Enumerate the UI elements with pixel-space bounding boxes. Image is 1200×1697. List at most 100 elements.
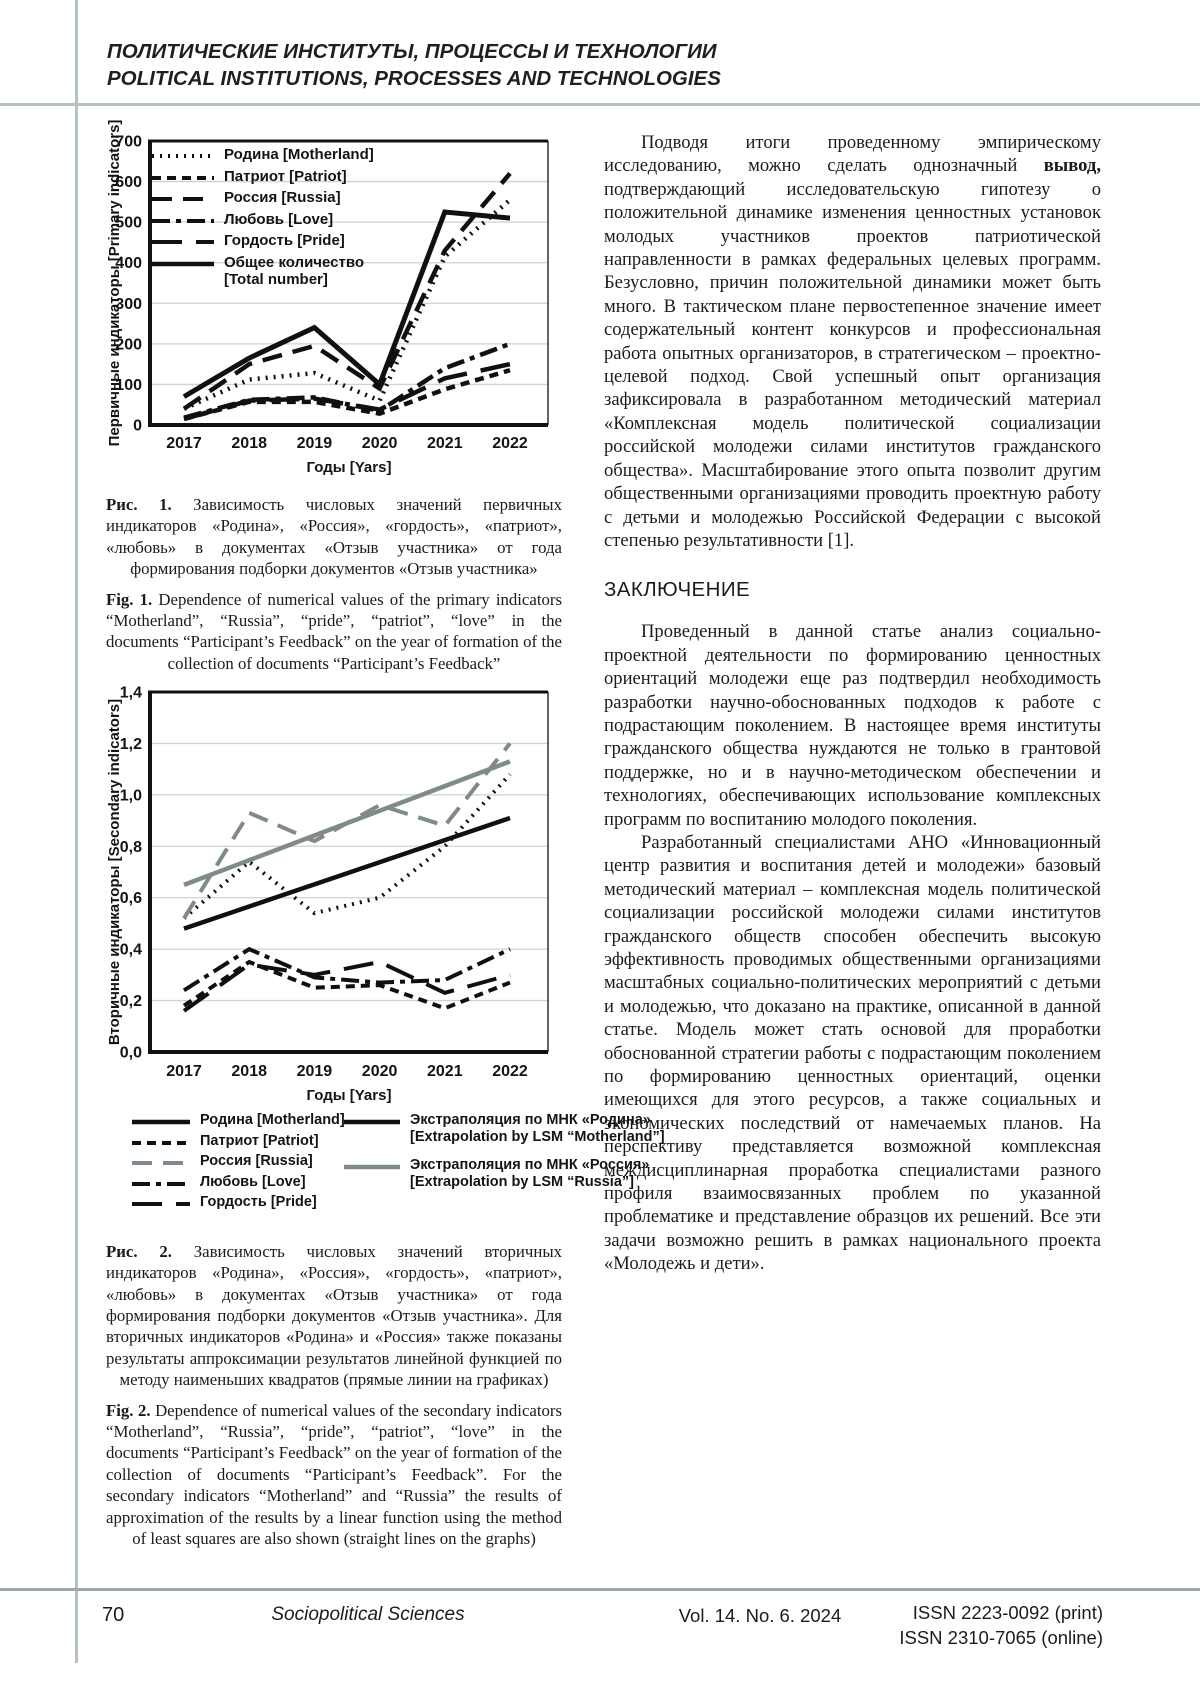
svg-text:2017: 2017 xyxy=(166,435,202,452)
legend-label: Родина [Motherland] xyxy=(224,146,374,163)
legend-line-swatch xyxy=(132,1120,190,1125)
svg-text:300: 300 xyxy=(115,296,142,313)
svg-text:2018: 2018 xyxy=(231,1063,267,1080)
svg-text:2019: 2019 xyxy=(297,1063,333,1080)
paragraph-model: Разработанный специалистами АНО «Инновац… xyxy=(604,831,1101,1275)
figure2-caption-en-label: Fig. 2. xyxy=(106,1400,151,1420)
legend-item: Родина [Motherland] xyxy=(152,146,374,164)
legend-item: Россия [Russia] xyxy=(152,189,374,207)
legend-line-swatch xyxy=(132,1202,190,1207)
legend-item: Гордость [Pride] xyxy=(132,1194,344,1211)
svg-text:Вторичные индикаторы [Secondar: Вторичные индикаторы [Secondary indicato… xyxy=(106,699,123,1045)
svg-text:0,2: 0,2 xyxy=(120,993,142,1010)
section-heading: ЗАКЛЮЧЕНИЕ xyxy=(604,578,751,602)
svg-text:1,0: 1,0 xyxy=(120,788,142,805)
figure1-chart: 0 100 200 300 400 500 600 700 2017 2018 2019 2020 20… xyxy=(106,120,562,477)
legend-label: Родина [Motherland] xyxy=(200,1112,345,1129)
figure2-caption-en: Fig. 2. Dependence of numerical values o… xyxy=(106,1400,562,1550)
figure1-caption-ru-label: Рис. 1. xyxy=(106,495,172,514)
svg-text:2019: 2019 xyxy=(297,435,333,452)
legend-label: Любовь [Love] xyxy=(224,210,334,228)
legend-line-swatch xyxy=(344,1165,400,1170)
page-number: 70 xyxy=(102,1604,125,1626)
figure2-caption-ru: Рис. 2. Зависимость числовых значений вт… xyxy=(106,1241,562,1391)
svg-text:0,6: 0,6 xyxy=(120,890,142,907)
left-margin-rule xyxy=(75,0,78,1663)
issn-block: ISSN 2223-0092 (print) ISSN 2310-7065 (o… xyxy=(899,1600,1103,1650)
legend-label: Патриот [Patriot] xyxy=(200,1132,319,1149)
svg-text:2022: 2022 xyxy=(492,435,528,452)
svg-text:2022: 2022 xyxy=(492,1063,528,1080)
svg-text:2020: 2020 xyxy=(362,1063,398,1080)
p1-post: подтверждающий исследовательскую гипотез… xyxy=(604,178,1101,551)
figure1-legend: Родина [Motherland] Патриот [Patriot] Росс… xyxy=(152,146,374,293)
legend-item: Любовь [Love] xyxy=(132,1174,344,1191)
svg-text:0,8: 0,8 xyxy=(120,839,142,856)
legend-line-swatch xyxy=(152,197,214,201)
legend-label: Общее количество [Total number] xyxy=(224,253,365,289)
legend-item: Любовь [Love] xyxy=(152,211,374,229)
paragraph-analysis: Проведенный в данной статье анализ социа… xyxy=(604,621,1101,830)
svg-text:2021: 2021 xyxy=(427,435,463,452)
legend-item: Россия [Russia] xyxy=(132,1153,344,1170)
figure1-caption-en-text: Dependence of numerical values of the pr… xyxy=(106,589,562,673)
svg-text:Первичные индикаторы [Primary: Первичные индикаторы [Primary indicators… xyxy=(106,120,123,447)
svg-text:2018: 2018 xyxy=(231,435,267,452)
figure2-chart: 0,0 0,2 0,4 0,6 0,8 1,0 1,2 1,4 2017 2018 2019 2020… xyxy=(106,684,562,1108)
legend-line-swatch xyxy=(132,1161,190,1166)
legend-line-swatch xyxy=(344,1120,400,1125)
legend-line-swatch xyxy=(152,175,214,180)
figure1-caption-ru-text: Зависимость числовых значений первичных … xyxy=(106,495,562,579)
legend-item: Экстраполяция по МНК «Россия» [Extrapolat… xyxy=(344,1157,665,1190)
figure1-caption-en-label: Fig. 1. xyxy=(106,589,153,609)
footer-rule xyxy=(0,1588,1200,1591)
legend-line-swatch xyxy=(132,1140,190,1145)
svg-text:0: 0 xyxy=(133,418,142,435)
legend-line-swatch xyxy=(152,154,214,158)
running-head-ru: ПОЛИТИЧЕСКИЕ ИНСТИТУТЫ, ПРОЦЕССЫ И ТЕХНО… xyxy=(107,40,717,63)
svg-text:100: 100 xyxy=(115,377,142,394)
svg-text:Годы [Yars]: Годы [Yars] xyxy=(307,1087,392,1104)
svg-text:2017: 2017 xyxy=(166,1063,202,1080)
figure2-legend: Родина [Motherland] Патриот [Patriot] Росс… xyxy=(106,1112,665,1215)
svg-text:1,4: 1,4 xyxy=(120,685,142,702)
journal-title: Sociopolitical Sciences xyxy=(271,1604,465,1625)
figure2-caption-en-text: Dependence of numerical values of the se… xyxy=(106,1400,563,1549)
figure2-plot: 0,0 0,2 0,4 0,6 0,8 1,0 1,2 1,4 2017 2018 2019 2020… xyxy=(106,685,549,1104)
issn-online: ISSN 2310-7065 (online) xyxy=(899,1627,1103,1648)
legend-line-swatch xyxy=(152,261,214,266)
svg-text:700: 700 xyxy=(115,134,142,151)
legend-label: Экстраполяция по МНК «Родина» [Extrapolat… xyxy=(410,1112,665,1145)
legend-item: Гордость [Pride] xyxy=(152,232,374,250)
header-rule xyxy=(0,103,1200,106)
legend-item: Общее количество [Total number] xyxy=(152,254,374,289)
legend-label: Патриот [Patriot] xyxy=(224,167,347,185)
left-column: 0 100 200 300 400 500 600 700 2017 2018 2019 2020 20… xyxy=(106,120,665,1550)
legend-line-swatch xyxy=(132,1181,190,1186)
figure2-legend-right: Экстраполяция по МНК «Родина» [Extrapolat… xyxy=(344,1112,665,1215)
figure2-caption-ru-text: Зависимость числовых значений вторичных … xyxy=(106,1241,562,1390)
svg-text:200: 200 xyxy=(115,336,142,353)
issn-print: ISSN 2223-0092 (print) xyxy=(912,1602,1103,1623)
p1-pre: Подводя итоги проведенному эмпирическому… xyxy=(604,132,1101,177)
figure2-caption-ru-label: Рис. 2. xyxy=(106,1241,172,1261)
figure1-caption-ru: Рис. 1. Зависимость числовых значений пе… xyxy=(106,494,562,580)
figure1-caption-en: Fig. 1. Dependence of numerical values o… xyxy=(106,589,562,675)
legend-label: Экстраполяция по МНК «Россия» [Extrapolat… xyxy=(410,1157,650,1190)
right-column: Подводя итоги проведенному эмпирическому… xyxy=(604,131,1101,1276)
legend-label: Россия [Russia] xyxy=(200,1153,313,1170)
legend-item: Патриот [Patriot] xyxy=(152,168,374,186)
legend-line-swatch xyxy=(152,218,214,223)
volume-info: Vol. 14. No. 6. 2024 xyxy=(678,1605,842,1626)
svg-text:1,2: 1,2 xyxy=(120,736,142,753)
svg-text:2020: 2020 xyxy=(362,435,398,452)
svg-text:400: 400 xyxy=(115,255,142,272)
figure2-legend-left: Родина [Motherland] Патриот [Patriot] Росс… xyxy=(132,1112,345,1215)
paragraph-conclusion-intro: Подводя итоги проведенному эмпирическому… xyxy=(604,131,1101,552)
legend-label: Гордость [Pride] xyxy=(200,1194,317,1211)
svg-text:Годы [Yars]: Годы [Yars] xyxy=(307,459,392,476)
svg-text:0,4: 0,4 xyxy=(120,942,142,959)
figure1-plot: 0 100 200 300 400 500 600 700 2017 2018 2019 2020 20… xyxy=(106,120,549,476)
legend-item: Патриот [Patriot] xyxy=(132,1133,344,1150)
legend-label: Россия [Russia] xyxy=(224,189,341,206)
